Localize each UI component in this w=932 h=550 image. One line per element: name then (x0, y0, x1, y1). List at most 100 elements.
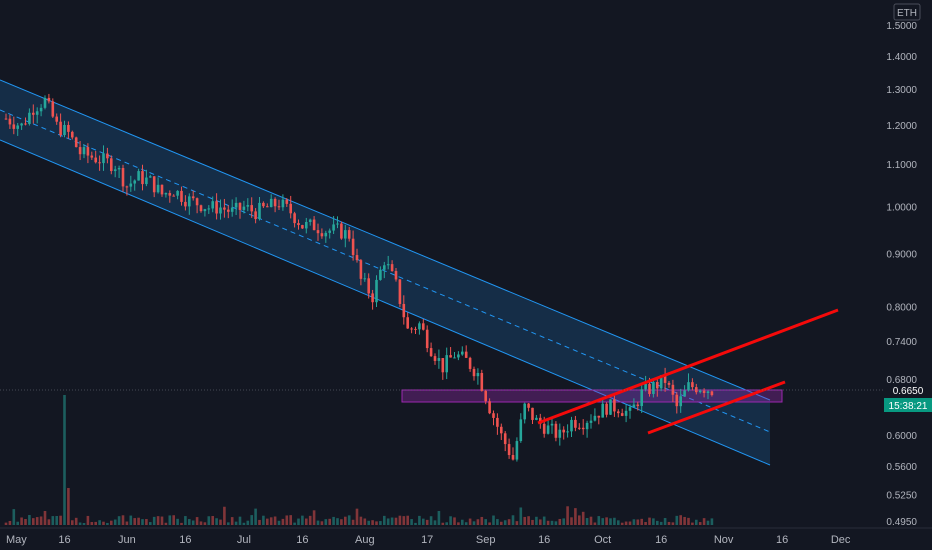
candle-body (102, 153, 105, 164)
candle-body (301, 225, 304, 229)
candle-body (86, 147, 90, 156)
candle-body (273, 198, 277, 207)
candle-body (500, 426, 503, 434)
volume-bar (605, 517, 608, 525)
volume-bar (488, 522, 491, 525)
candle-body (16, 125, 19, 129)
price-scale[interactable]: 1.5000 1.4000 1.3000 1.2000 1.1000 1.0000 0.90… (884, 0, 932, 528)
y-tick-label: 1.0000 (886, 203, 917, 214)
candle-body (702, 390, 706, 393)
candle-body (47, 97, 51, 102)
volume-bar (199, 521, 203, 525)
volume-bar (24, 519, 27, 525)
candle-body (503, 433, 507, 445)
candle-body (227, 209, 230, 212)
volume-bar (238, 516, 242, 525)
y-tick-label: 0.9000 (886, 250, 917, 261)
volume-bar (367, 520, 370, 525)
candle-body (449, 355, 452, 358)
candle-body (386, 264, 390, 266)
volume-bar (12, 509, 16, 525)
volume-bar (418, 515, 421, 525)
candle-body (340, 223, 343, 239)
volume-bars (4, 395, 714, 525)
x-tick-label: 16 (296, 534, 308, 546)
candle-body (515, 441, 519, 460)
candle-body (663, 375, 667, 383)
rising-trendline-upper[interactable] (537, 308, 839, 425)
candle-body (223, 207, 226, 210)
candle-body (269, 198, 273, 208)
currency-badge[interactable]: ETH (893, 3, 921, 21)
candle-body (207, 208, 211, 210)
volume-bar (332, 516, 335, 525)
candle-body (184, 201, 187, 207)
volume-bar (402, 516, 406, 525)
candle-body (383, 265, 386, 270)
x-tick-label: Dec (831, 534, 851, 546)
y-tick-label: 0.8000 (886, 302, 917, 313)
candle-body (106, 153, 109, 159)
candle-body (63, 124, 66, 136)
candle-body (203, 209, 207, 212)
volume-bar (71, 520, 74, 525)
x-tick-label: 16 (58, 534, 70, 546)
volume-bar (305, 518, 308, 525)
candle-body (675, 394, 679, 407)
candle-body (640, 389, 643, 407)
volume-bar (59, 515, 62, 525)
candle-body (589, 420, 593, 423)
volume-bar (500, 521, 503, 525)
candle-body (133, 180, 136, 184)
volume-bar (484, 519, 487, 525)
volume-bar (172, 515, 175, 525)
volume-bar (702, 518, 706, 525)
candle-body (316, 230, 320, 234)
volume-bar (308, 515, 312, 525)
support-zone[interactable] (401, 389, 783, 403)
volume-bar (4, 522, 8, 525)
candle-body (511, 455, 515, 460)
volume-bar (414, 522, 417, 525)
volume-bar (425, 519, 429, 525)
volume-bar (359, 516, 363, 525)
volume-bar (312, 510, 316, 525)
volume-bar (125, 521, 129, 525)
candle-body (347, 230, 351, 239)
volume-bar (679, 515, 682, 525)
volume-bar (581, 511, 585, 525)
candle-body (566, 431, 569, 433)
volume-bar (457, 522, 460, 525)
candle-body (176, 190, 179, 196)
volume-bar (519, 507, 523, 525)
x-tick-label: 16 (538, 534, 550, 546)
candle-body (461, 351, 464, 355)
volume-bar (461, 519, 464, 525)
countdown-value: 15:38:21 (889, 401, 928, 412)
x-tick-label: Aug (355, 534, 375, 546)
volume-bar (86, 515, 90, 525)
channel-midline[interactable] (0, 109, 771, 433)
rising-trendline-lower[interactable] (647, 380, 786, 435)
y-tick-label: 0.5250 (886, 491, 917, 502)
volume-bar (195, 517, 199, 525)
channel-upper-line[interactable] (0, 79, 771, 401)
volume-bar (32, 518, 35, 525)
volume-bar (258, 519, 261, 525)
candle-body (527, 403, 530, 408)
candle-body (617, 411, 620, 414)
volume-bar (207, 516, 211, 525)
y-tick-label: 1.1000 (886, 160, 917, 171)
volume-bar (43, 510, 47, 525)
volume-bar (246, 520, 250, 525)
volume-bar (301, 515, 304, 525)
time-scale[interactable]: May 16 Jun 16 Jul 16 Aug 17 Sep 16 Oct 16 Nov 16 Dec (0, 527, 932, 550)
volume-bar (589, 516, 593, 525)
candle-body (211, 201, 214, 209)
x-tick-label: Nov (714, 534, 734, 546)
volume-bar (410, 519, 413, 525)
volume-bar (110, 520, 113, 525)
candle-body (367, 278, 370, 294)
